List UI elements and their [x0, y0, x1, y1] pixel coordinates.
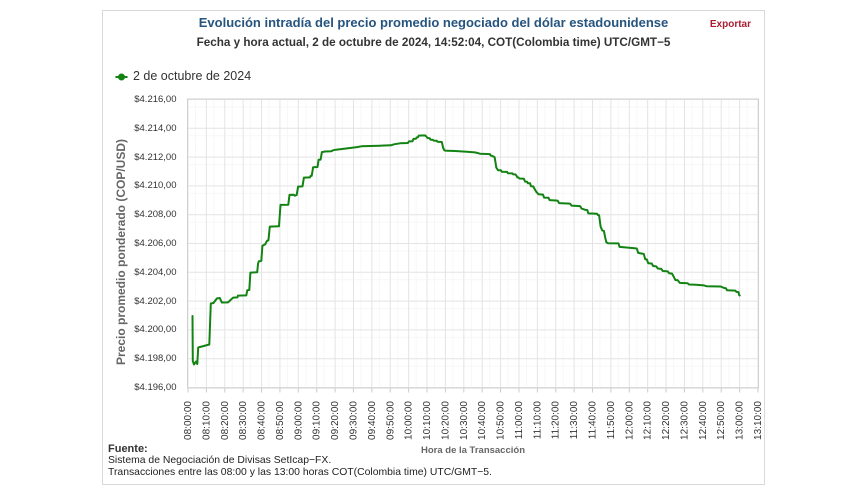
svg-text:12:20:00: 12:20:00: [661, 401, 672, 440]
svg-text:08:50:00: 08:50:00: [275, 401, 286, 440]
svg-text:09:20:00: 09:20:00: [330, 401, 341, 440]
svg-text:10:50:00: 10:50:00: [496, 401, 507, 440]
svg-text:09:00:00: 09:00:00: [293, 401, 304, 440]
svg-text:11:10:00: 11:10:00: [532, 401, 543, 440]
svg-text:11:20:00: 11:20:00: [551, 401, 562, 440]
svg-text:12:10:00: 12:10:00: [643, 401, 654, 440]
svg-text:10:30:00: 10:30:00: [459, 401, 470, 440]
svg-text:11:00:00: 11:00:00: [514, 401, 525, 440]
svg-text:08:20:00: 08:20:00: [220, 401, 231, 440]
svg-text:13:10:00: 13:10:00: [753, 401, 764, 440]
svg-text:08:00:00: 08:00:00: [183, 401, 194, 440]
svg-text:10:40:00: 10:40:00: [477, 401, 488, 440]
svg-text:12:40:00: 12:40:00: [698, 401, 709, 440]
svg-text:09:40:00: 09:40:00: [367, 401, 378, 440]
svg-text:13:00:00: 13:00:00: [735, 401, 746, 440]
svg-text:10:00:00: 10:00:00: [404, 401, 415, 440]
svg-text:Precio promedio ponderado (COP: Precio promedio ponderado (COP/USD): [114, 139, 128, 365]
svg-text:11:40:00: 11:40:00: [588, 401, 599, 440]
svg-text:10:20:00: 10:20:00: [440, 401, 451, 440]
svg-text:12:50:00: 12:50:00: [716, 401, 727, 440]
svg-text:11:30:00: 11:30:00: [569, 401, 580, 440]
svg-text:12:00:00: 12:00:00: [624, 401, 635, 440]
svg-text:09:50:00: 09:50:00: [385, 401, 396, 440]
svg-text:08:40:00: 08:40:00: [257, 401, 268, 440]
svg-text:09:10:00: 09:10:00: [312, 401, 323, 440]
svg-text:12:30:00: 12:30:00: [679, 401, 690, 440]
svg-text:09:30:00: 09:30:00: [348, 401, 359, 440]
svg-text:08:10:00: 08:10:00: [201, 401, 212, 440]
svg-text:08:30:00: 08:30:00: [238, 401, 249, 440]
svg-text:11:50:00: 11:50:00: [606, 401, 617, 440]
svg-text:10:10:00: 10:10:00: [422, 401, 433, 440]
